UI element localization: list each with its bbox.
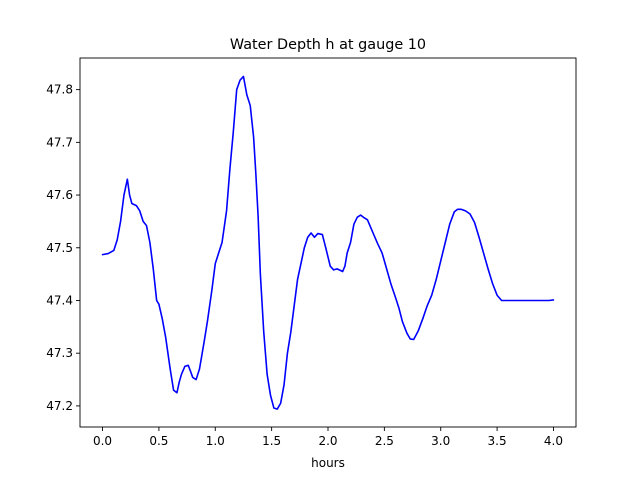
x-tick-label: 3.5: [488, 434, 507, 448]
y-tick-label: 47.8: [46, 83, 73, 97]
x-tick-label: 3.0: [431, 434, 450, 448]
y-tick-label: 47.2: [46, 399, 73, 413]
y-tick-label: 47.3: [46, 346, 73, 360]
x-tick-label: 1.0: [206, 434, 225, 448]
y-tick-label: 47.6: [46, 188, 73, 202]
chart-title: Water Depth h at gauge 10: [230, 37, 426, 53]
x-tick-label: 4.0: [544, 434, 563, 448]
y-tick-label: 47.7: [46, 135, 73, 149]
x-tick-label: 2.0: [318, 434, 337, 448]
x-axis-label: hours: [311, 456, 345, 470]
plot-area: 0.0 0.5 1.0 1.5 2.0 2.5 3.0 3.5 4.0 47.2 47.3 47.4 4…: [46, 57, 577, 448]
x-tick-label: 0.0: [93, 434, 112, 448]
y-tick-label: 47.5: [46, 241, 73, 255]
x-tick-label: 2.5: [375, 434, 394, 448]
y-tick-label: 47.4: [46, 293, 73, 307]
x-tick-label: 0.5: [149, 434, 168, 448]
series-line-0: [101, 75, 555, 410]
x-tick-label: 1.5: [262, 434, 281, 448]
